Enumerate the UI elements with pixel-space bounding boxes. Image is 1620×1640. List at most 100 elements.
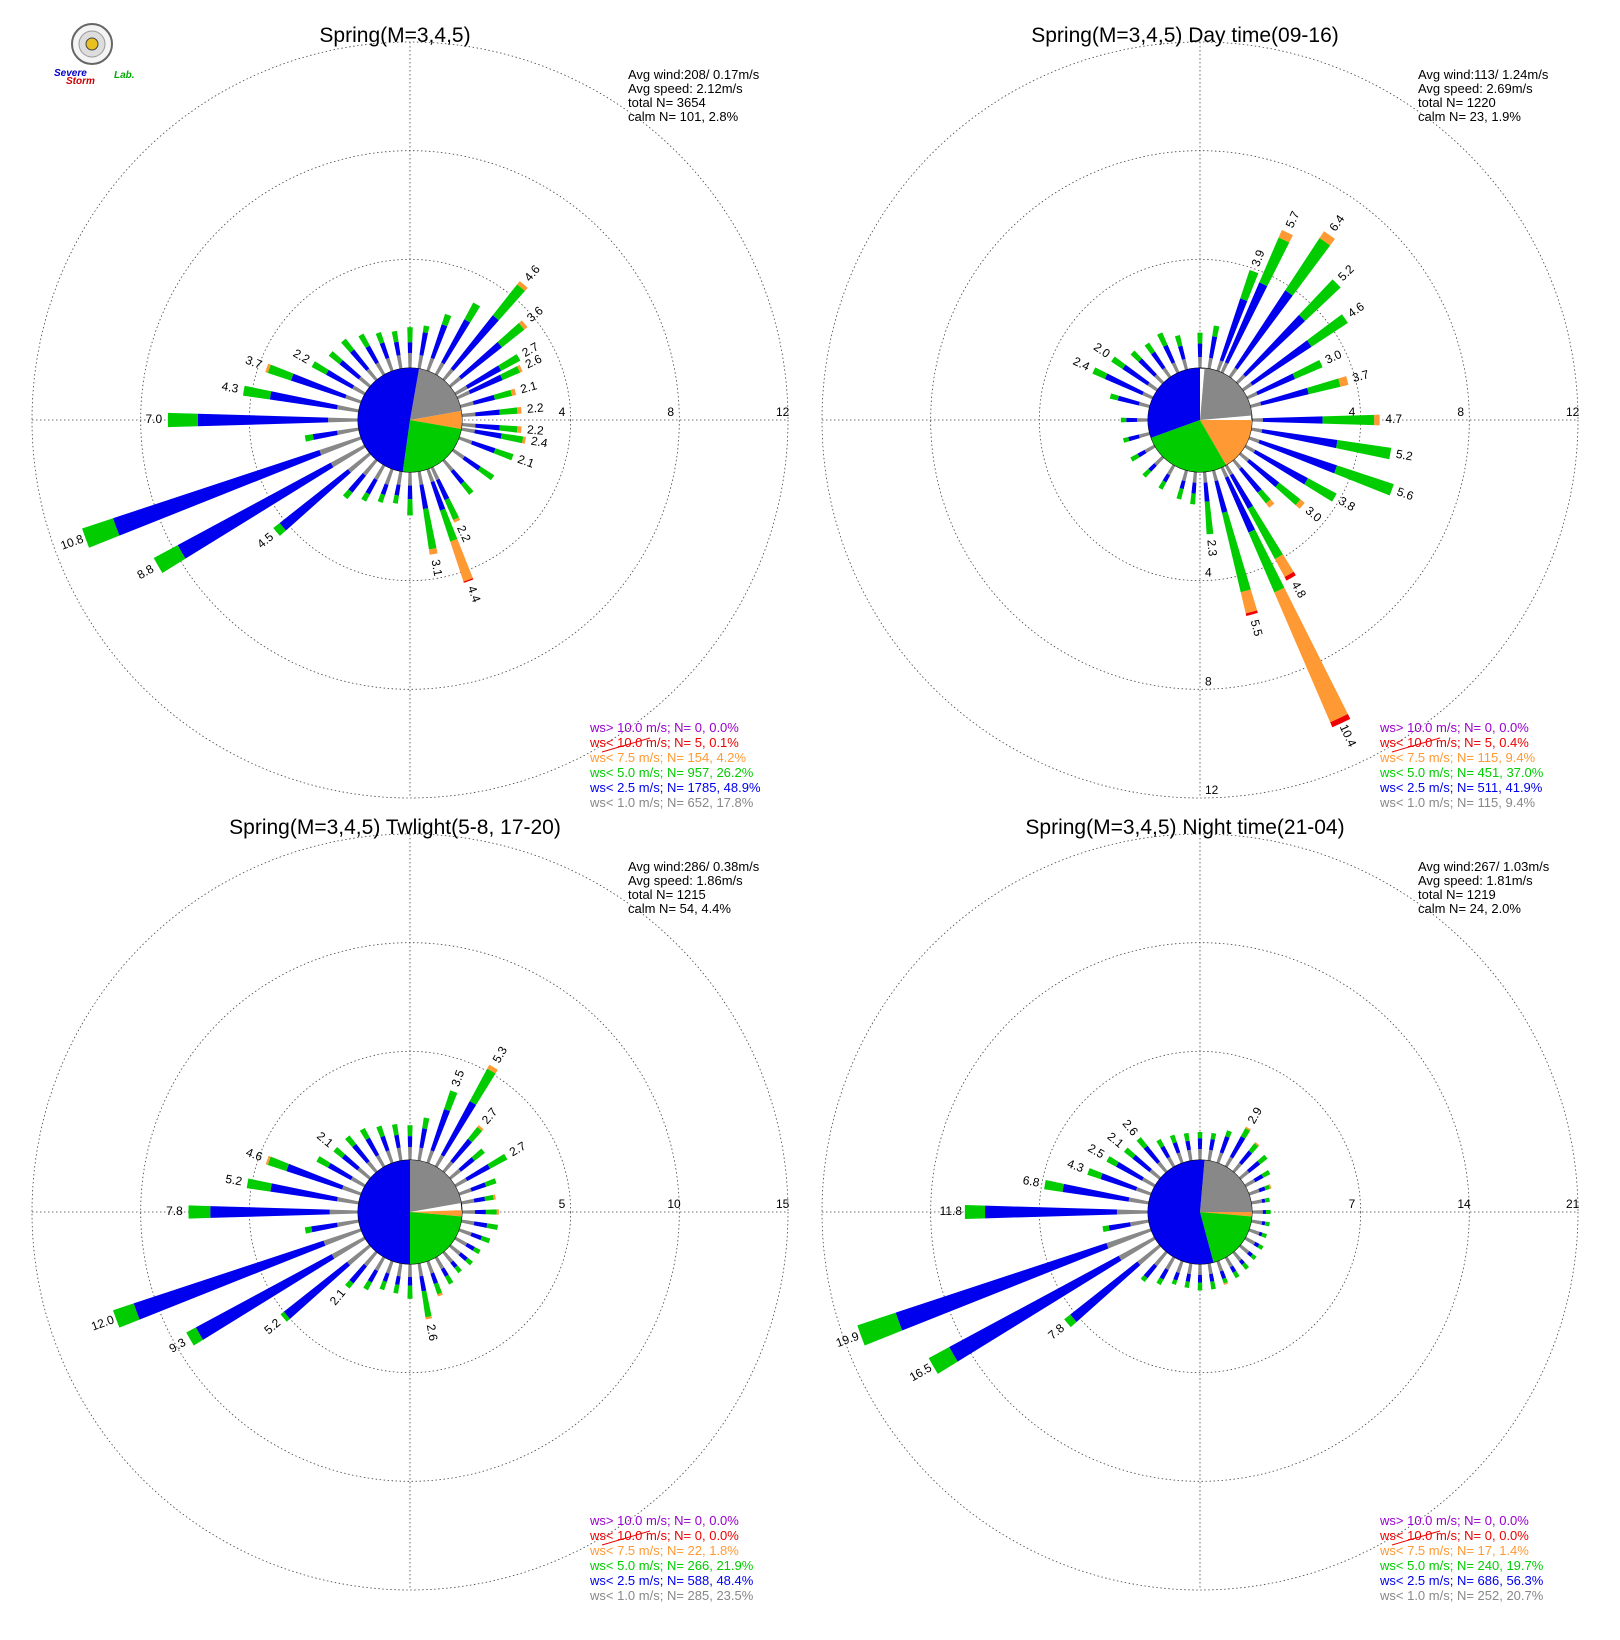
bar-segment-lt-2-5: [407, 1277, 413, 1286]
bar-segment-lt-2-5: [475, 1209, 486, 1215]
bar-segment-lt-7-5: [1274, 554, 1294, 578]
bar-segment-lt-1: [1166, 464, 1176, 476]
bar-segment-lt-1: [384, 468, 394, 485]
bar-segment-lt-5: [1109, 393, 1119, 401]
bar-segment-lt-1: [1232, 1250, 1242, 1262]
direction-bar: 5.6: [1248, 436, 1416, 503]
bar-segment-lt-2-5: [435, 478, 450, 501]
bar-segment-lt-5: [477, 466, 495, 481]
bar-segment-lt-5: [1240, 1127, 1251, 1139]
bar-segment-lt-1: [458, 436, 473, 445]
bar-segment-lt-5: [1222, 1277, 1228, 1284]
bar-segment-lt-1: [396, 1147, 403, 1162]
bar-segment-lt-7-5: [425, 1316, 433, 1320]
direction-bar: [1130, 444, 1156, 462]
ring-tick-label: 4: [1349, 405, 1356, 419]
bar-segment-lt-5: [1225, 1130, 1232, 1138]
bar-segment-lt-2-5: [1143, 1145, 1161, 1164]
bar-segment-lt-2-5: [379, 342, 390, 360]
direction-bar: 2.4: [460, 427, 549, 450]
bar-segment-lt-2-5: [279, 469, 351, 531]
bar-value-label: 3.6: [524, 303, 546, 325]
bar-segment-lt-1: [352, 385, 366, 396]
bar-value-label: 19.9: [834, 1329, 861, 1350]
bar-segment-lt-1: [1216, 360, 1224, 372]
direction-bar: [1122, 431, 1151, 443]
bar-segment-lt-5: [465, 1257, 473, 1266]
pie-slice-lt-1: [410, 1160, 462, 1212]
bar-segment-lt-2-5: [1197, 1138, 1203, 1150]
bar-segment-lt-1: [1137, 1244, 1162, 1266]
bar-segment-lt-5: [1197, 332, 1203, 344]
bar-segment-lt-1: [385, 1150, 394, 1164]
pie-slice-lt-5: [410, 1212, 462, 1264]
bar-segment-lt-7-5: [516, 426, 522, 434]
ring-tick-label: 4: [559, 405, 566, 419]
windrose-panel: 4 4 8 8 12 12 3.9 5.7 6.4 5.2 4.6 3.0 3.7 4.7 5.2 5.6 3.…: [821, 24, 1580, 810]
bar-segment-lt-5: [857, 1312, 903, 1346]
bar-segment-lt-2-5: [269, 391, 338, 410]
bar-segment-lt-5: [186, 1327, 204, 1346]
direction-bar: 4.6: [244, 1145, 362, 1196]
bar-segment-lt-2-5: [210, 1206, 330, 1218]
direction-bar: 4.7: [1251, 412, 1402, 426]
bar-segment-lt-1: [1157, 1161, 1168, 1174]
direction-bar: 7.8: [166, 1204, 359, 1219]
bar-segment-lt-2-5: [1238, 1150, 1253, 1166]
bar-segment-lt-1: [350, 1176, 366, 1188]
bar-value-label: 5.5: [1248, 618, 1266, 638]
bar-segment-lt-7-5: [1278, 230, 1293, 243]
bar-segment-lt-1: [434, 1256, 445, 1270]
bar-value-label: 7.8: [166, 1204, 183, 1218]
bar-segment-lt-2-5: [1122, 364, 1150, 386]
direction-bar: [391, 1123, 403, 1162]
bar-segment-lt-2-5: [462, 456, 481, 471]
bar-segment-lt-1: [337, 1197, 360, 1205]
bar-segment-lt-5: [167, 412, 198, 428]
bar-value-label: 6.4: [1326, 212, 1347, 234]
legend-entry: ws> 10.0 m/s; N= 0, 0.0%: [589, 1513, 739, 1528]
bar-segment-lt-1: [319, 436, 362, 456]
bar-segment-lt-2-5: [1209, 1139, 1215, 1151]
legend-entry: ws> 10.0 m/s; N= 0, 0.0%: [1379, 720, 1529, 735]
stat-line: Avg wind:286/ 0.38m/s: [628, 859, 760, 874]
direction-bar: 12.0: [89, 1228, 362, 1334]
bar-segment-lt-5: [1102, 1225, 1110, 1232]
bar-segment-lt-1: [1224, 1256, 1234, 1268]
bar-segment-lt-5: [1169, 1134, 1177, 1144]
bar-segment-lt-2-5: [440, 1267, 449, 1277]
bar-segment-lt-1: [1224, 1156, 1234, 1168]
direction-bar: 2.1: [458, 436, 536, 471]
bar-segment-lt-1: [1144, 444, 1156, 454]
bar-segment-lt-2-5: [1185, 1140, 1191, 1151]
bar-segment-lt-2-5: [1262, 416, 1323, 424]
direction-bar: 3.9: [1216, 248, 1268, 372]
legend-entry: ws< 7.5 m/s; N= 22, 1.8%: [589, 1543, 739, 1558]
bar-segment-lt-2-5: [1234, 290, 1293, 370]
bar-segment-lt-5: [1158, 480, 1167, 490]
bar-segment-lt-5: [1248, 529, 1285, 593]
chart-title: Spring(M=3,4,5) Day time(09-16): [1031, 24, 1339, 47]
bar-value-label: 3.8: [1336, 494, 1358, 515]
bar-segment-lt-5: [485, 1209, 497, 1215]
legend-entry: ws< 2.5 m/s; N= 511, 41.9%: [1379, 780, 1543, 795]
direction-bar: [1244, 1169, 1271, 1188]
stat-line: Avg speed: 2.12m/s: [628, 81, 743, 96]
bar-segment-lt-1: [454, 1177, 468, 1188]
direction-bar: [342, 458, 378, 500]
bar-segment-lt-2-5: [1159, 1268, 1169, 1280]
bar-segment-lt-5: [439, 508, 458, 542]
bar-segment-lt-2-5: [1126, 417, 1138, 423]
bar-segment-lt-5: [444, 498, 459, 521]
bar-segment-lt-5: [422, 1117, 430, 1130]
bar-segment-lt-1: [434, 1154, 445, 1168]
bar-segment-lt-2-5: [1243, 314, 1306, 377]
bar-segment-lt-5: [480, 1235, 491, 1244]
bar-value-label: 3.1: [429, 558, 446, 577]
bar-segment-lt-5: [1264, 1197, 1270, 1203]
bar-segment-lt-1: [396, 1262, 403, 1277]
bar-segment-lt-5: [1106, 1156, 1119, 1167]
bar-segment-lt-1: [408, 1146, 412, 1161]
bar-segment-lt-5: [1241, 1262, 1250, 1270]
